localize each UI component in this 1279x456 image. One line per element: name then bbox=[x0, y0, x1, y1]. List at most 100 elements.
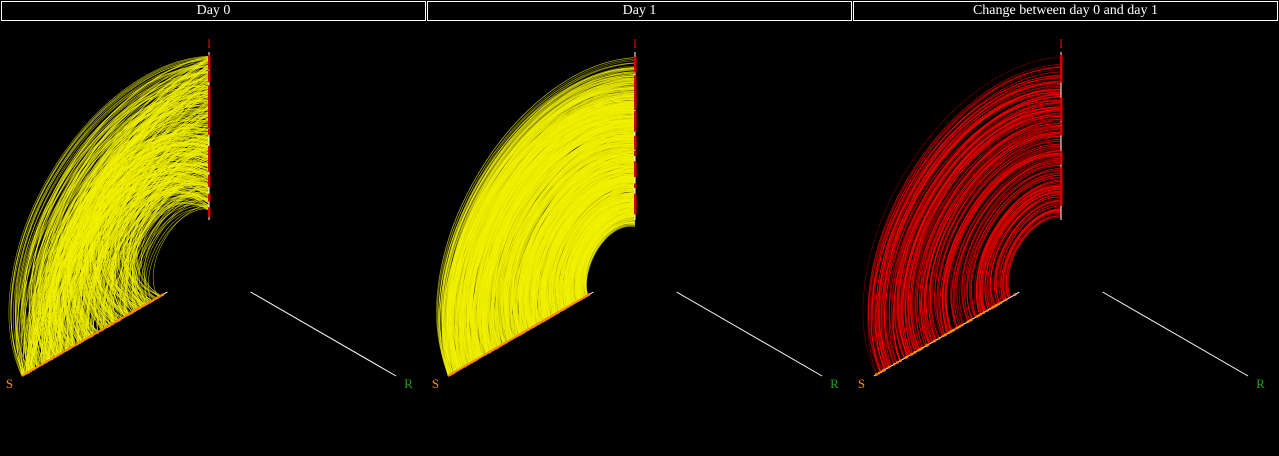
node bbox=[1060, 103, 1063, 113]
node bbox=[208, 70, 211, 79]
edge bbox=[934, 136, 1062, 337]
node bbox=[208, 153, 211, 161]
edge bbox=[585, 218, 636, 296]
node bbox=[993, 304, 997, 308]
edge bbox=[976, 182, 1062, 315]
node bbox=[877, 371, 881, 375]
edge bbox=[461, 95, 636, 364]
edge bbox=[78, 180, 210, 344]
edge bbox=[923, 124, 1062, 343]
edge bbox=[942, 147, 1062, 334]
node bbox=[208, 115, 211, 122]
edge bbox=[70, 168, 210, 348]
edge bbox=[560, 197, 636, 310]
edge bbox=[496, 146, 636, 346]
r-axis bbox=[1102, 291, 1249, 377]
edge bbox=[38, 88, 210, 361]
edge bbox=[924, 135, 1062, 344]
edge bbox=[955, 160, 1062, 326]
edge bbox=[582, 222, 636, 298]
edge bbox=[76, 150, 210, 343]
edge bbox=[909, 109, 1062, 350]
edge bbox=[502, 156, 636, 344]
edge bbox=[998, 205, 1062, 303]
edge bbox=[862, 56, 1062, 375]
edge bbox=[448, 81, 636, 371]
r-axis-label: R bbox=[830, 376, 839, 391]
edge bbox=[1002, 209, 1062, 301]
edge bbox=[445, 96, 636, 375]
edge bbox=[966, 167, 1062, 320]
node bbox=[1060, 182, 1063, 191]
edge bbox=[927, 141, 1062, 343]
edge bbox=[961, 163, 1062, 323]
node bbox=[1060, 63, 1063, 71]
edge bbox=[909, 123, 1062, 353]
edge bbox=[134, 163, 210, 304]
edge bbox=[917, 120, 1062, 347]
edge bbox=[575, 207, 636, 301]
node bbox=[634, 86, 637, 93]
edge bbox=[967, 177, 1062, 321]
edge bbox=[560, 198, 636, 310]
edge bbox=[989, 196, 1062, 308]
edge bbox=[531, 159, 636, 325]
node bbox=[1060, 122, 1063, 126]
node bbox=[208, 182, 211, 187]
edge bbox=[526, 156, 636, 327]
edge bbox=[981, 189, 1062, 312]
node bbox=[634, 193, 637, 203]
edge bbox=[571, 203, 636, 303]
edge bbox=[570, 207, 636, 305]
edge bbox=[902, 106, 1062, 355]
node bbox=[986, 309, 989, 312]
edge bbox=[584, 215, 636, 296]
node bbox=[208, 128, 211, 134]
edge bbox=[947, 156, 1062, 331]
node bbox=[208, 62, 211, 68]
edge bbox=[884, 88, 1062, 365]
i-axis-label: I bbox=[1059, 36, 1063, 51]
node bbox=[950, 329, 954, 333]
edge bbox=[877, 81, 1062, 369]
edge bbox=[442, 75, 636, 374]
edge bbox=[930, 127, 1062, 339]
edge bbox=[88, 163, 210, 337]
edge bbox=[921, 125, 1062, 345]
hive-plot: I S R bbox=[6, 36, 413, 391]
edge bbox=[930, 141, 1062, 341]
node bbox=[208, 165, 211, 171]
edge bbox=[894, 95, 1062, 359]
edge bbox=[457, 78, 636, 364]
node bbox=[634, 123, 637, 132]
edge bbox=[565, 198, 636, 307]
edge bbox=[980, 188, 1062, 313]
edge bbox=[511, 148, 636, 337]
edge bbox=[121, 179, 210, 316]
edge bbox=[904, 114, 1062, 354]
edge bbox=[481, 108, 636, 352]
edge bbox=[131, 157, 210, 305]
edge bbox=[138, 184, 210, 305]
edge bbox=[951, 160, 1062, 329]
edge bbox=[58, 91, 210, 347]
edge bbox=[946, 154, 1062, 332]
node bbox=[988, 307, 992, 311]
node bbox=[634, 75, 637, 83]
node bbox=[955, 326, 958, 330]
s-axis-label: S bbox=[432, 376, 439, 391]
edge bbox=[902, 108, 1062, 355]
s-axis-node-band bbox=[447, 293, 591, 377]
edge bbox=[887, 86, 1062, 363]
edge bbox=[544, 191, 636, 320]
edge bbox=[104, 149, 210, 324]
edge bbox=[517, 158, 636, 334]
hive-plot: I S R bbox=[858, 36, 1265, 391]
edge bbox=[15, 82, 210, 376]
edge bbox=[987, 194, 1062, 309]
edge bbox=[76, 192, 210, 345]
edge bbox=[90, 188, 210, 337]
edge bbox=[1006, 214, 1062, 299]
edge bbox=[548, 193, 636, 317]
node bbox=[932, 340, 936, 343]
